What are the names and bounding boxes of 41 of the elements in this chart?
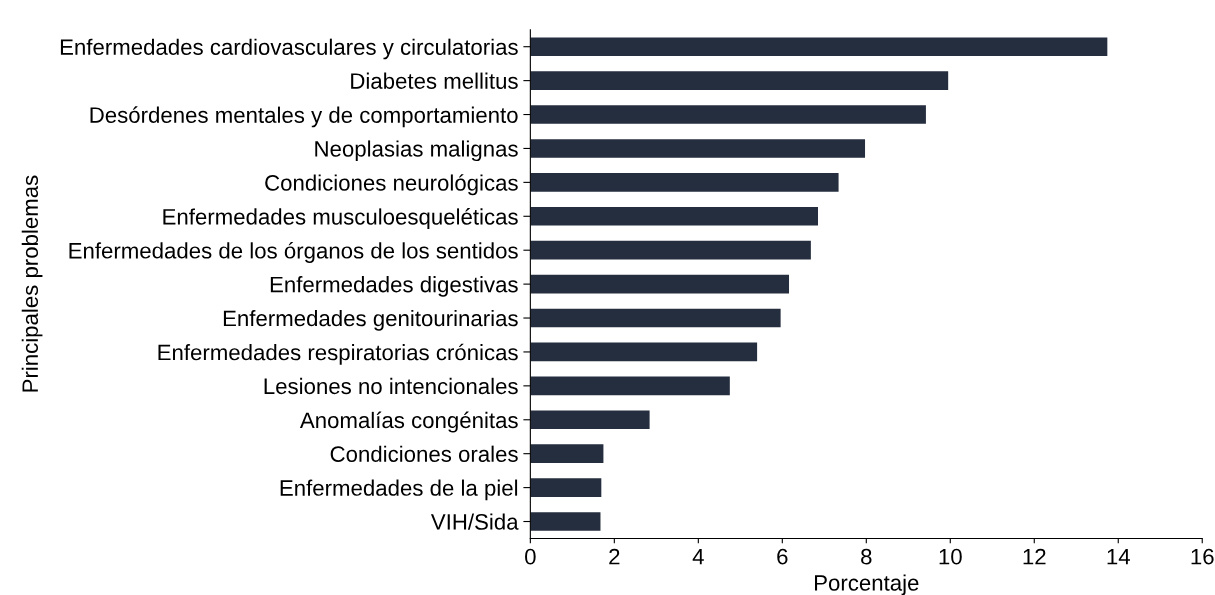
- bar: [530, 139, 866, 158]
- x-tick-label: 8: [861, 548, 872, 565]
- x-tick-label: 16: [1191, 548, 1214, 565]
- y-tick-label: Enfermedades genitourinarias: [223, 309, 518, 331]
- bar: [530, 444, 604, 464]
- y-axis-title: Principales problemas: [21, 175, 43, 392]
- x-tick-label: 10: [939, 548, 962, 565]
- bar: [530, 410, 650, 430]
- bar: [530, 206, 818, 226]
- y-tick-label: Neoplasias malignas: [315, 140, 518, 162]
- y-tick-label: Condiciones neurológicas: [265, 174, 518, 196]
- y-tick-label: Anomalías congénitas: [299, 411, 518, 433]
- y-tick-label: Enfermedades de la piel: [280, 479, 518, 501]
- y-tick-label: Desórdenes mentales y de comportamiento: [90, 106, 518, 128]
- x-tick-label: 2: [609, 548, 620, 565]
- bar: [530, 173, 839, 192]
- y-tick-label: Enfermedades de los órganos de los sentidos: [69, 242, 518, 263]
- y-tick-label: Condiciones orales: [330, 445, 518, 462]
- x-axis-title: Porcentaje: [815, 574, 919, 595]
- bar: [530, 240, 811, 260]
- x-tick-label: 12: [1023, 548, 1046, 565]
- y-tick-label: Enfermedades digestivas: [270, 276, 518, 297]
- y-tick-label: Diabetes mellitus: [351, 72, 518, 89]
- y-tick-label: Enfermedades respiratorias crónicas: [158, 343, 518, 365]
- y-tick-label: Lesiones no intencionales: [264, 377, 518, 395]
- bar: [530, 37, 1108, 57]
- y-tick-label: VIH/Sida: [430, 513, 519, 530]
- x-tick-label: 4: [692, 549, 704, 565]
- y-tick-label: Enfermedades musculoesqueléticas: [163, 208, 518, 230]
- bar: [530, 274, 790, 294]
- x-tick-label: 0: [525, 548, 536, 565]
- bar: [530, 342, 758, 362]
- bar: [530, 105, 926, 124]
- x-tick-label: 6: [777, 548, 788, 565]
- x-tick-label: 14: [1107, 549, 1130, 565]
- bar: [530, 308, 781, 328]
- bar: [530, 512, 601, 531]
- y-tick-label: Enfermedades cardiovasculares y circulatorias: [60, 38, 518, 60]
- bar: [530, 71, 949, 90]
- bar: [530, 478, 602, 497]
- bar: [530, 376, 730, 396]
